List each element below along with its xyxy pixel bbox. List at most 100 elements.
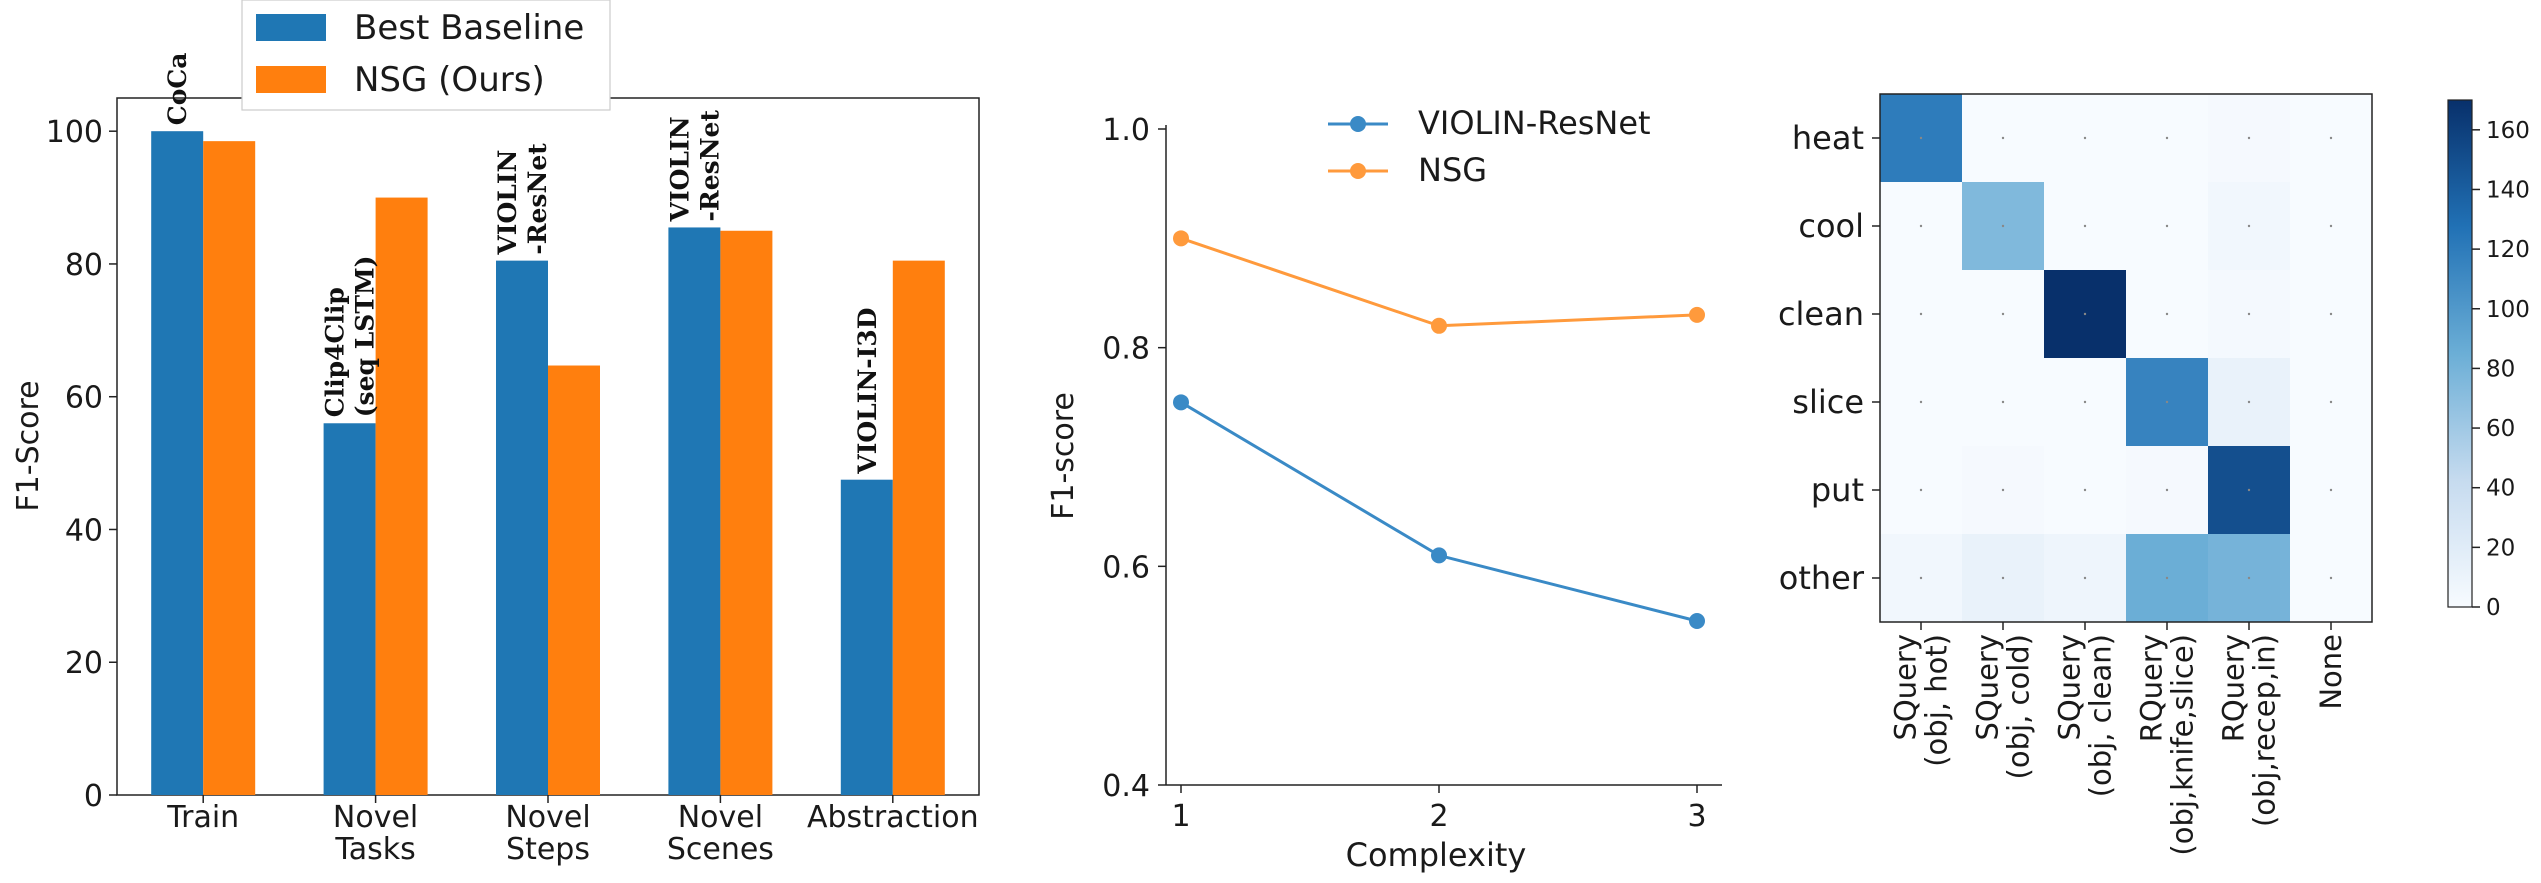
point-nsg [1173, 230, 1189, 247]
colorbar-tick-label: 20 [2486, 535, 2515, 561]
cell-marker [2165, 312, 2169, 316]
bar-chart-panel: F1-Score 0 20 40 60 80 100 Train Novel Tasks Nov… [11, 0, 980, 867]
cell-marker [2001, 312, 2005, 316]
bar-nsg [375, 197, 428, 796]
heatmap-frame [1879, 93, 2373, 623]
heatmap-panel: heat cool clean slice put other SQuery(obj, h… [1778, 93, 2530, 856]
y-tick-label: 100 [46, 115, 103, 150]
cell-marker [1919, 576, 1923, 580]
column-label: SQuery(obj, clean) [2053, 634, 2118, 797]
legend-marker-nsg [1350, 163, 1366, 179]
cell-marker [2001, 224, 2005, 228]
cell-marker [2083, 312, 2087, 316]
legend-marker-violin [1350, 116, 1366, 132]
bar-best-baseline [496, 260, 548, 796]
point-violin-resnet [1173, 394, 1189, 411]
cell-marker [1919, 312, 1923, 316]
column-label: SQuery(obj, cold) [1971, 634, 2036, 779]
y-tick-label: 0.8 [1102, 332, 1150, 367]
bar-best-baseline [151, 131, 204, 795]
bar-nsg [892, 260, 945, 796]
cell-marker [2247, 400, 2251, 404]
cell-marker [1919, 224, 1923, 228]
legend-label-nsg: NSG (Ours) [354, 60, 545, 100]
x-tick-label: Abstraction [807, 800, 979, 835]
line-chart-panel: F1-score Complexity 0.4 0.6 0.8 1.0 1 2 3 VIO… [1046, 104, 1722, 874]
cell-marker [1919, 136, 1923, 140]
cell-marker [2001, 136, 2005, 140]
row-label: heat [1792, 119, 1864, 157]
legend-swatch-nsg [256, 66, 326, 93]
cell-marker [2247, 224, 2251, 228]
legend-swatch-best-baseline [256, 14, 326, 41]
column-label: RQuery(obj,recep,in) [2217, 634, 2282, 827]
cell-marker [2001, 400, 2005, 404]
row-label: put [1811, 471, 1864, 509]
x-tick-label: 3 [1687, 799, 1706, 834]
column-label: SQuery(obj, hot) [1889, 634, 1954, 767]
cell-marker [1919, 400, 1923, 404]
cell-marker [2001, 576, 2005, 580]
row-label: slice [1792, 383, 1864, 421]
y-tick-label: 40 [65, 513, 103, 548]
cell-marker [2083, 224, 2087, 228]
colorbar-tick-label: 0 [2486, 595, 2501, 621]
cell-marker [2165, 576, 2169, 580]
cell-marker [2165, 400, 2169, 404]
cell-marker [2329, 488, 2333, 492]
colorbar-tick-label: 120 [2486, 237, 2530, 263]
cell-marker [2165, 224, 2169, 228]
baseline-name-label: VIOLIN-I3D [853, 308, 882, 475]
column-label: None [2314, 634, 2348, 710]
cell-marker [2247, 312, 2251, 316]
y-tick-label: 0 [84, 779, 103, 814]
row-label: other [1779, 559, 1865, 597]
baseline-name-label: VIOLIN-ResNet [665, 110, 724, 223]
colorbar-tick-label: 60 [2486, 416, 2515, 442]
x-tick-label: Novel Steps [505, 800, 590, 867]
colorbar [2447, 99, 2473, 608]
cell-marker [2165, 488, 2169, 492]
y-tick-label: 80 [65, 248, 103, 283]
bar-best-baseline [840, 479, 893, 795]
row-label: clean [1778, 295, 1864, 333]
x-tick-label: Train [166, 800, 239, 835]
y-axis-label: F1-Score [11, 380, 46, 511]
y-axis-label: F1-score [1046, 392, 1081, 520]
row-label: cool [1798, 207, 1864, 245]
cell-marker [2329, 576, 2333, 580]
x-tick-label: Novel Scenes [667, 800, 774, 867]
point-nsg [1689, 306, 1705, 323]
colorbar-tick-label: 140 [2486, 177, 2530, 203]
cell-marker [1919, 488, 1923, 492]
cell-marker [2329, 400, 2333, 404]
baseline-name-label: CoCa [163, 53, 192, 126]
cell-marker [2247, 488, 2251, 492]
cell-marker [2329, 224, 2333, 228]
cell-marker [2083, 400, 2087, 404]
cell-marker [2001, 488, 2005, 492]
colorbar-tick-label: 160 [2486, 118, 2530, 144]
point-violin-resnet [1689, 613, 1705, 629]
cell-marker [2083, 136, 2087, 140]
baseline-name-label: Clip4Clip(seq LSTM) [321, 256, 380, 418]
bar-legend: Best Baseline NSG (Ours) [241, 0, 611, 111]
y-tick-label: 20 [65, 646, 103, 681]
line-legend: VIOLIN-ResNet NSG [1328, 104, 1651, 189]
y-tick-label: 0.4 [1102, 769, 1150, 804]
cell-marker [2247, 576, 2251, 580]
cell-marker [2329, 136, 2333, 140]
y-tick-label: 0.6 [1102, 550, 1150, 585]
x-tick-label: 2 [1429, 799, 1448, 834]
column-label: RQuery(obj,knife,slice) [2135, 634, 2200, 856]
y-tick-label: 60 [65, 381, 103, 416]
baseline-name-label: VIOLIN-ResNet [493, 143, 552, 256]
bar-nsg [548, 365, 600, 795]
bar-nsg [203, 141, 256, 796]
cell-marker [2165, 136, 2169, 140]
cell-marker [2083, 576, 2087, 580]
series-line-nsg [1180, 236, 1698, 328]
colorbar-tick-label: 80 [2486, 356, 2515, 382]
legend-label-best-baseline: Best Baseline [354, 8, 584, 48]
